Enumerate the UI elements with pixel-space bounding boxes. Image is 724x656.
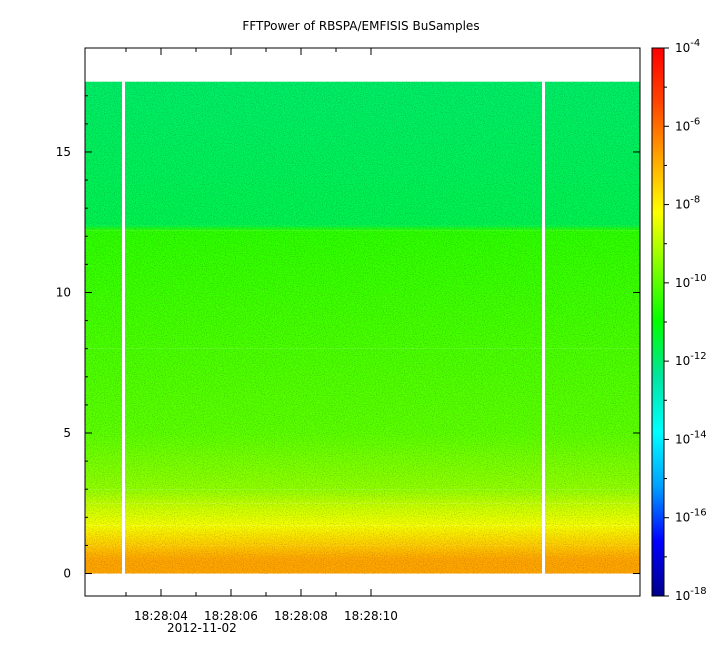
y-axis: 0 5 10 15 [56, 95, 640, 581]
colorbar-tick-label: 10-18 [675, 586, 707, 603]
data-gap [542, 81, 545, 574]
data-gap [122, 81, 125, 574]
x-tick-label: 18:28:10 [344, 609, 398, 623]
colorbar [651, 47, 665, 597]
colorbar-tick-label: 10-14 [675, 429, 707, 446]
y-tick-label: 10 [56, 285, 71, 299]
x-tick-label: 18:28:04 [134, 609, 188, 623]
colorbar-tick-label: 10-12 [675, 351, 707, 368]
y-tick-label: 15 [56, 145, 71, 159]
colorbar-tick-label: 10-8 [675, 195, 700, 212]
colorbar-tick-label: 10-10 [675, 273, 707, 290]
colorbar-axis: 10-4 10-6 10-8 10-10 10-12 10-14 10-16 10-18 [664, 38, 707, 603]
x-tick-label: 18:28:08 [274, 609, 328, 623]
colorbar-tick-label: 10-16 [675, 508, 707, 525]
plot-frame [84, 47, 641, 597]
x-date-label: 2012-11-02 [167, 621, 237, 635]
colorbar-tick-label: 10-4 [675, 38, 700, 55]
chart-title: FFTPower of RBSPA/EMFISIS BuSamples [242, 19, 479, 33]
y-tick-label: 5 [63, 426, 71, 440]
spectrum-noise [85, 81, 640, 574]
colorbar-tick-label: 10-6 [675, 116, 700, 133]
x-tick-label: 18:28:06 [204, 609, 258, 623]
heatmap [85, 81, 640, 574]
x-axis: 18:28:04 18:28:06 18:28:08 18:28:10 [125, 48, 398, 623]
y-tick-label: 0 [63, 567, 71, 581]
